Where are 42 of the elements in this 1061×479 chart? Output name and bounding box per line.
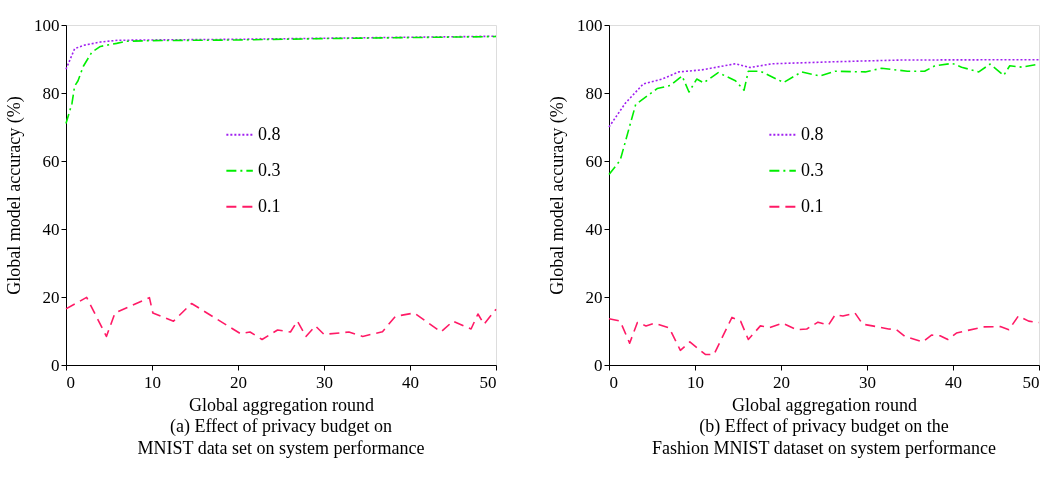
x-tick-label: 40 (945, 372, 962, 392)
line-series (608, 58, 1040, 128)
line-series (65, 35, 497, 125)
y-tick-label: 100 (577, 15, 603, 35)
y-tick-label: 40 (42, 219, 60, 239)
legend-label: 0.3 (801, 159, 824, 180)
legend-label: 0.1 (801, 195, 824, 216)
text: (b) Effect of privacy budget on the (699, 416, 949, 437)
x-tick-label: 10 (144, 372, 161, 392)
x-tick-label: 20 (773, 372, 790, 392)
x-tick-label: 50 (479, 372, 497, 392)
y-tick-label: 0 (594, 355, 603, 375)
y-tick-label: 40 (585, 219, 603, 239)
text: Fashion MNIST dataset on system performance (651, 438, 997, 458)
x-tick-label: 30 (316, 372, 333, 392)
y-tick-label: 0 (51, 355, 60, 375)
legend-label: 0.8 (258, 123, 281, 144)
x-axis-title: Global aggregation round (189, 394, 374, 415)
legend-label: 0.8 (801, 123, 824, 144)
x-axis-title: Global aggregation round (732, 394, 917, 415)
y-tick-label: 20 (585, 287, 603, 307)
y-tick-label: 80 (42, 83, 60, 103)
x-tick-label: 0 (609, 372, 618, 392)
text: (a) Effect of privacy budget on (169, 416, 393, 437)
y-tick-label: 80 (585, 83, 603, 103)
x-tick-label: 10 (687, 372, 704, 392)
y-axis-title: Global model accuracy (%) (547, 96, 568, 295)
x-tick-label: 40 (402, 372, 419, 392)
line-series (65, 296, 497, 341)
y-tick-label: 60 (42, 151, 60, 171)
x-tick-label: 50 (1022, 372, 1040, 392)
legend-label: 0.1 (258, 195, 281, 216)
legend-label: 0.3 (258, 159, 281, 180)
x-tick-label: 20 (230, 372, 247, 392)
x-tick-label: 0 (66, 372, 75, 392)
y-axis-title: Global model accuracy (%) (4, 96, 25, 295)
y-tick-label: 60 (585, 151, 603, 171)
y-tick-label: 20 (42, 287, 60, 307)
text: MNIST data set on system performance (137, 438, 425, 458)
line-series (65, 35, 497, 70)
x-tick-label: 30 (859, 372, 876, 392)
y-tick-label: 100 (34, 15, 60, 35)
